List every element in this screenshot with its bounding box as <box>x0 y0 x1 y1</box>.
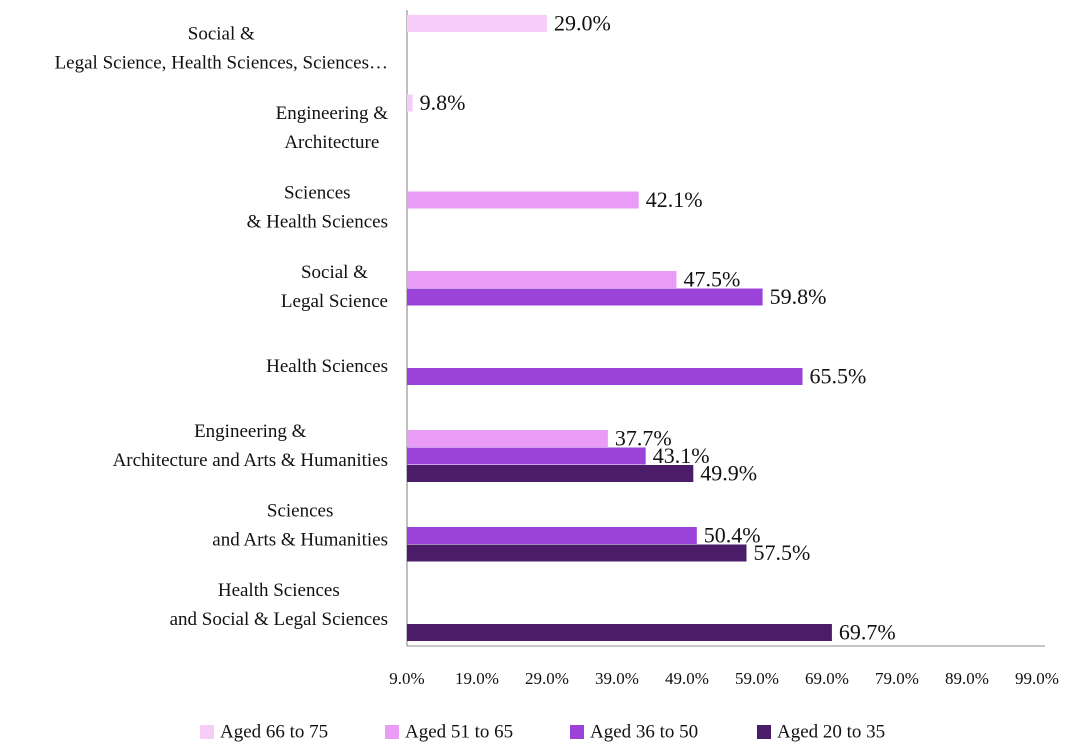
value-label: 37.7% <box>615 426 672 451</box>
bar <box>407 624 832 641</box>
legend-swatch <box>385 725 399 739</box>
category-label: Social & <box>301 262 368 283</box>
bar <box>407 447 646 465</box>
value-label: 9.8% <box>420 90 466 115</box>
legend-swatch <box>570 725 584 739</box>
x-tick-label: 69.0% <box>805 669 849 688</box>
category-label: Legal Science <box>281 291 388 312</box>
category-label: Sciences <box>284 183 350 204</box>
legend-label: Aged 51 to 65 <box>405 721 513 742</box>
category-label: Health Sciences <box>266 356 388 377</box>
legend-swatch <box>200 725 214 739</box>
category-label: Sciences <box>267 501 333 522</box>
bar <box>407 465 694 482</box>
legend-label: Aged 36 to 50 <box>590 721 698 742</box>
value-label: 69.7% <box>839 620 896 645</box>
value-label: 59.8% <box>770 284 827 309</box>
x-tick-label: 89.0% <box>945 669 989 688</box>
category-label: Legal Science, Health Sciences, Sciences… <box>55 53 388 74</box>
category-label: & Health Sciences <box>247 212 388 233</box>
x-tick-label: 49.0% <box>665 669 709 688</box>
bar <box>407 271 677 288</box>
bar <box>407 430 608 447</box>
x-tick-label: 79.0% <box>875 669 919 688</box>
category-label: and Arts & Humanities <box>212 530 388 551</box>
x-tick-label: 29.0% <box>525 669 569 688</box>
category-label: Architecture and Arts & Humanities <box>113 450 388 471</box>
legend-label: Aged 20 to 35 <box>777 721 885 742</box>
value-label: 47.5% <box>684 267 741 292</box>
value-label: 50.4% <box>704 523 761 548</box>
value-label: 57.5% <box>754 540 811 565</box>
value-label: 65.5% <box>810 364 867 389</box>
x-tick-label: 39.0% <box>595 669 639 688</box>
category-label: Architecture <box>284 132 379 153</box>
bar <box>407 94 413 112</box>
bar <box>407 544 747 562</box>
legend-label: Aged 66 to 75 <box>220 721 328 742</box>
category-label: and Social & Legal Sciences <box>170 609 388 630</box>
category-label: Social & <box>188 24 255 45</box>
value-label: 43.1% <box>653 443 710 468</box>
bar <box>407 15 547 32</box>
category-label: Health Sciences <box>218 580 340 601</box>
value-label: 49.9% <box>700 461 757 486</box>
x-tick-label: 9.0% <box>389 669 424 688</box>
bar <box>407 368 803 385</box>
bar <box>407 527 697 544</box>
x-tick-label: 59.0% <box>735 669 779 688</box>
x-tick-label: 19.0% <box>455 669 499 688</box>
value-label: 42.1% <box>646 187 703 212</box>
legend-swatch <box>757 725 771 739</box>
category-label: Engineering & <box>276 103 389 124</box>
x-tick-label: 99.0% <box>1015 669 1059 688</box>
bar <box>407 191 639 209</box>
value-label: 29.0% <box>554 11 611 36</box>
category-label: Engineering & <box>194 421 307 442</box>
bar <box>407 288 763 306</box>
